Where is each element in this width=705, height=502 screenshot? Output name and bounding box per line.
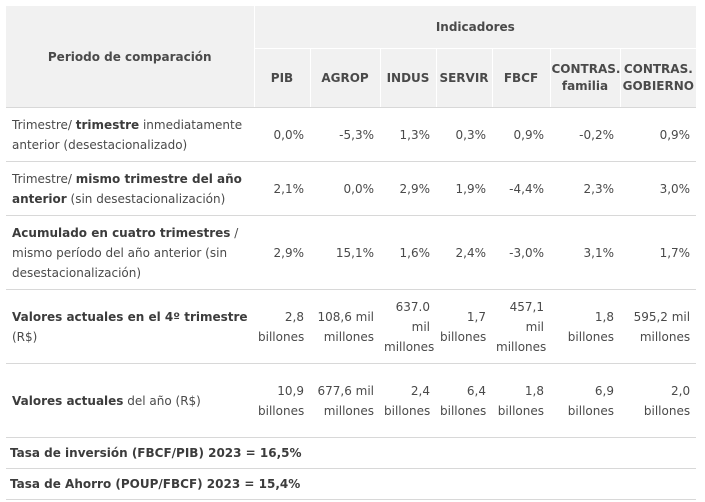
row-label-text: Trimestre/ (12, 171, 76, 186)
table-cell: 1,6% (380, 215, 436, 290)
row-label-text: del año (R$) (123, 393, 201, 408)
header-col-servir: SERVIR (436, 48, 493, 108)
table-cell: 3,0% (620, 161, 697, 216)
row-label: Trimestre/ trimestre inmediatamente ante… (6, 107, 254, 162)
table-footer: Tasa de inversión (FBCF/PIB) 2023 = 16,5… (6, 437, 697, 500)
header-indicators: Indicadores (254, 6, 697, 49)
table-cell: 2,4 billones (380, 363, 436, 438)
header-col-contras-familia: CONTRAS. familia (550, 48, 621, 108)
table-cell: 6,9 billones (550, 363, 620, 438)
footer-row: Tasa de inversión (FBCF/PIB) 2023 = 16,5… (6, 437, 697, 469)
table-cell: 457,1 mil millones (492, 289, 550, 364)
row-label-bold: Acumulado en cuatro trimestres (12, 225, 231, 240)
table-cell: 2,9% (254, 215, 310, 290)
table-cell: 3,1% (550, 215, 620, 290)
table-cell: 677,6 mil millones (310, 363, 380, 438)
table-cell: 637.0 mil millones (380, 289, 436, 364)
table-cell: 1,7% (620, 215, 697, 290)
table-cell: 0,9% (492, 107, 550, 162)
row-label: Trimestre/ mismo trimestre del año anter… (6, 161, 254, 216)
footer-row: Tasa de Ahorro (POUP/FBCF) 2023 = 15,4% (6, 468, 697, 500)
footer-note: Tasa de inversión (FBCF/PIB) 2023 = 16,5… (6, 437, 697, 469)
row-label: Valores actuales del año (R$) (6, 363, 254, 438)
table-cell: 1,3% (380, 107, 436, 162)
row-label-text: / mismo período del año anterior (sin de… (12, 225, 239, 280)
table-cell: 2,3% (550, 161, 620, 216)
header-col-contras-gobierno: CONTRAS. GOBIERNO (620, 48, 697, 108)
row-label-text: (sin desestacionalización) (66, 191, 226, 206)
footer-note: Tasa de Ahorro (POUP/FBCF) 2023 = 15,4% (6, 468, 697, 500)
table-cell: 2,8 billones (254, 289, 310, 364)
table-cell: 0,0% (310, 161, 380, 216)
row-label-text: inmediatamente anterior (desestacionaliz… (12, 117, 243, 152)
row-label-text: Trimestre/ (12, 117, 76, 132)
table-cell: 15,1% (310, 215, 380, 290)
table-row: Trimestre/ trimestre inmediatamente ante… (6, 107, 697, 162)
table-cell: 0,0% (254, 107, 310, 162)
table-cell: 2,4% (436, 215, 492, 290)
table-cell: 2,9% (380, 161, 436, 216)
header-col-agrop: AGROP (310, 48, 381, 108)
table-cell: 1,9% (436, 161, 492, 216)
row-label-bold: Valores actuales (12, 393, 124, 408)
table-cell: -3,0% (492, 215, 550, 290)
header-col-indus: INDUS (380, 48, 437, 108)
table-body: Trimestre/ trimestre inmediatamente ante… (6, 107, 697, 438)
header-col-pib: PIB (254, 48, 311, 108)
table-cell: 108,6 mil millones (310, 289, 380, 364)
row-label: Acumulado en cuatro trimestres / mismo p… (6, 215, 254, 290)
table-cell: 10,9 billones (254, 363, 310, 438)
indicators-table: Periodo de comparación Indicadores PIB A… (6, 6, 697, 500)
table-cell: -4,4% (492, 161, 550, 216)
table-row: Valores actuales en el 4º trimestre (R$)… (6, 289, 697, 364)
table-cell: 1,8 billones (550, 289, 620, 364)
table-cell: 1,8 billones (492, 363, 550, 438)
table-row: Acumulado en cuatro trimestres / mismo p… (6, 215, 697, 290)
table-cell: 6,4 billones (436, 363, 492, 438)
table-cell: 2,0 billones (620, 363, 697, 438)
table-cell: 0,3% (436, 107, 492, 162)
row-label-bold: mismo trimestre del año anterior (12, 171, 242, 206)
row-label-text: (R$) (12, 329, 38, 344)
table-cell: 0,9% (620, 107, 697, 162)
row-label-bold: trimestre (75, 117, 140, 132)
table-cell: 595,2 mil millones (620, 289, 697, 364)
table-row: Valores actuales del año (R$) 10,9 billon… (6, 363, 697, 438)
header-col-fbcf: FBCF (492, 48, 551, 108)
table-row: Trimestre/ mismo trimestre del año anter… (6, 161, 697, 216)
header-period: Periodo de comparación (6, 6, 255, 108)
table-cell: -5,3% (310, 107, 380, 162)
row-label-bold: Valores actuales en el 4º trimestre (12, 309, 248, 324)
table-header: Periodo de comparación Indicadores PIB A… (6, 6, 697, 108)
table-cell: -0,2% (550, 107, 620, 162)
row-label: Valores actuales en el 4º trimestre (R$) (6, 289, 254, 364)
table-cell: 2,1% (254, 161, 310, 216)
table-cell: 1,7 billones (436, 289, 492, 364)
